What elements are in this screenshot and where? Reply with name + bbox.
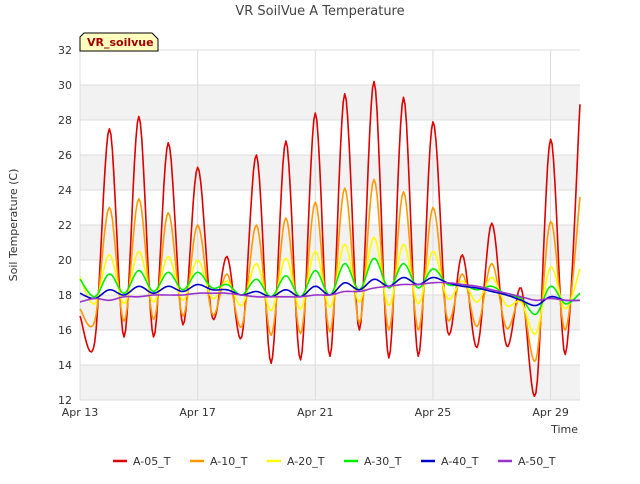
series-line-a-20-t [79, 236, 581, 335]
x-tick-label: Apr 13 [62, 406, 99, 419]
x-axis-ticks: Apr 13 Apr 17 Apr 21 Apr 25 Apr 29 [62, 406, 569, 419]
legend-label: A-50_T [518, 455, 556, 468]
legend-label: A-20_T [287, 455, 325, 468]
legend-label: A-10_T [210, 455, 248, 468]
plot-band [80, 365, 580, 400]
x-tick-label: Apr 25 [415, 406, 452, 419]
legend-label: A-30_T [364, 455, 402, 468]
plot-band [80, 85, 580, 120]
y-tick-label: 28 [58, 114, 72, 127]
legend: A-05_T A-10_T A-20_T A-30_T A-40_T A-50_T [113, 455, 556, 468]
y-tick-label: 30 [58, 79, 72, 92]
plot-band [80, 225, 580, 260]
y-tick-label: 20 [58, 254, 72, 267]
y-tick-label: 18 [58, 289, 72, 302]
series-line-a-50-t [79, 281, 580, 303]
series-line-a-10-t [79, 178, 581, 363]
plot-band [80, 295, 580, 330]
x-tick-label: Apr 17 [179, 406, 216, 419]
x-axis-label: Time [550, 423, 578, 436]
series-line-a-05-t [79, 80, 581, 398]
y-tick-label: 32 [58, 44, 72, 57]
y-tick-label: 24 [58, 184, 72, 197]
legend-label: A-40_T [441, 455, 479, 468]
legend-label: A-05_T [133, 455, 171, 468]
station-label: VR_soilvue [87, 36, 154, 49]
y-tick-label: 14 [58, 359, 72, 372]
y-tick-label: 26 [58, 149, 72, 162]
y-tick-label: 16 [58, 324, 72, 337]
y-tick-label: 22 [58, 219, 72, 232]
y-axis-ticks: 12 14 16 18 20 22 24 26 28 30 32 [58, 44, 72, 407]
y-axis-label: Soil Temperature (C) [7, 169, 20, 282]
x-tick-label: Apr 29 [532, 406, 569, 419]
x-tick-label: Apr 21 [297, 406, 334, 419]
plot-band [80, 155, 580, 190]
chart-title: VR SoilVue A Temperature [235, 4, 404, 19]
series-lines [79, 80, 581, 398]
y-tick-label: 12 [58, 394, 72, 407]
station-label-box: VR_soilvue [79, 32, 159, 52]
